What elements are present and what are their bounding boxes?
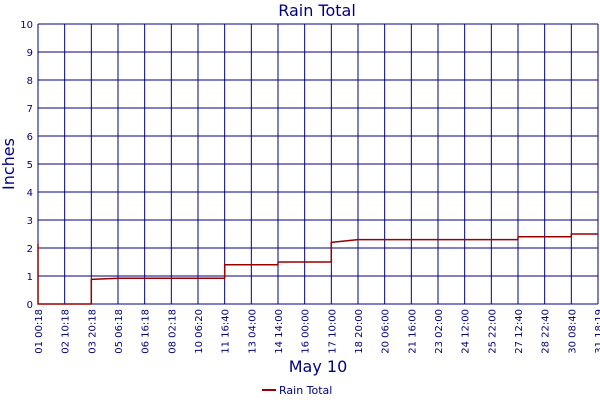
x-tick-label: 13 04:00 bbox=[247, 309, 258, 354]
x-tick-label: 23 02:00 bbox=[434, 309, 445, 354]
legend: Rain Total bbox=[262, 384, 332, 397]
x-tick-label: 25 22:00 bbox=[487, 309, 498, 354]
y-tick-label: 1 bbox=[27, 272, 33, 283]
gridlines bbox=[37, 23, 599, 305]
x-tick-label: 28 22:40 bbox=[541, 309, 552, 354]
x-tick-label: 30 08:40 bbox=[567, 309, 578, 354]
chart-title: Rain Total bbox=[278, 1, 356, 20]
x-axis-label: May 10 bbox=[289, 357, 348, 376]
x-tick-label: 11 16:40 bbox=[221, 309, 232, 354]
x-tick-label: 06 16:18 bbox=[141, 309, 152, 354]
y-tick-label: 8 bbox=[27, 76, 33, 87]
y-tick-label: 3 bbox=[27, 216, 33, 227]
x-tick-label: 05 06:18 bbox=[114, 309, 125, 354]
x-tick-label: 20 06:00 bbox=[381, 309, 392, 354]
y-tick-label: 2 bbox=[27, 244, 33, 255]
y-tick-label: 4 bbox=[27, 188, 33, 199]
series-layer bbox=[37, 233, 598, 305]
x-tick-label: 16 00:00 bbox=[301, 309, 312, 354]
y-tick-label: 6 bbox=[27, 132, 33, 143]
y-tick-label: 7 bbox=[27, 104, 33, 115]
y-tick-label: 0 bbox=[27, 300, 33, 311]
y-tick-label: 10 bbox=[20, 20, 33, 31]
x-tick-label: 14 14:00 bbox=[274, 309, 285, 354]
y-tick-labels: 0 1 2 3 4 5 6 7 8 9 10 bbox=[20, 20, 33, 311]
x-tick-label: 17 10:00 bbox=[327, 309, 338, 354]
y-axis-label: Inches bbox=[0, 138, 18, 190]
x-tick-label: 18 20:00 bbox=[354, 309, 365, 354]
x-tick-label: 08 02:18 bbox=[167, 309, 178, 354]
series-line bbox=[37, 233, 598, 305]
x-tick-label: 31 18:19 bbox=[594, 309, 600, 354]
legend-label: Rain Total bbox=[279, 384, 332, 397]
x-tick-labels: 01 00:18 02 10:18 03 20:18 05 06:18 06 16:18… bbox=[34, 309, 600, 354]
x-tick-label: 03 20:18 bbox=[87, 309, 98, 354]
plot-area bbox=[37, 23, 599, 305]
y-tick-label: 9 bbox=[27, 48, 33, 59]
x-tick-label: 24 12:00 bbox=[461, 309, 472, 354]
x-tick-label: 01 00:18 bbox=[34, 309, 45, 354]
x-tick-label: 27 12:40 bbox=[514, 309, 525, 354]
x-tick-label: 10 06:20 bbox=[194, 309, 205, 354]
x-tick-label: 02 10:18 bbox=[61, 309, 72, 354]
x-tick-label: 21 16:00 bbox=[407, 309, 418, 354]
y-tick-label: 5 bbox=[27, 160, 33, 171]
